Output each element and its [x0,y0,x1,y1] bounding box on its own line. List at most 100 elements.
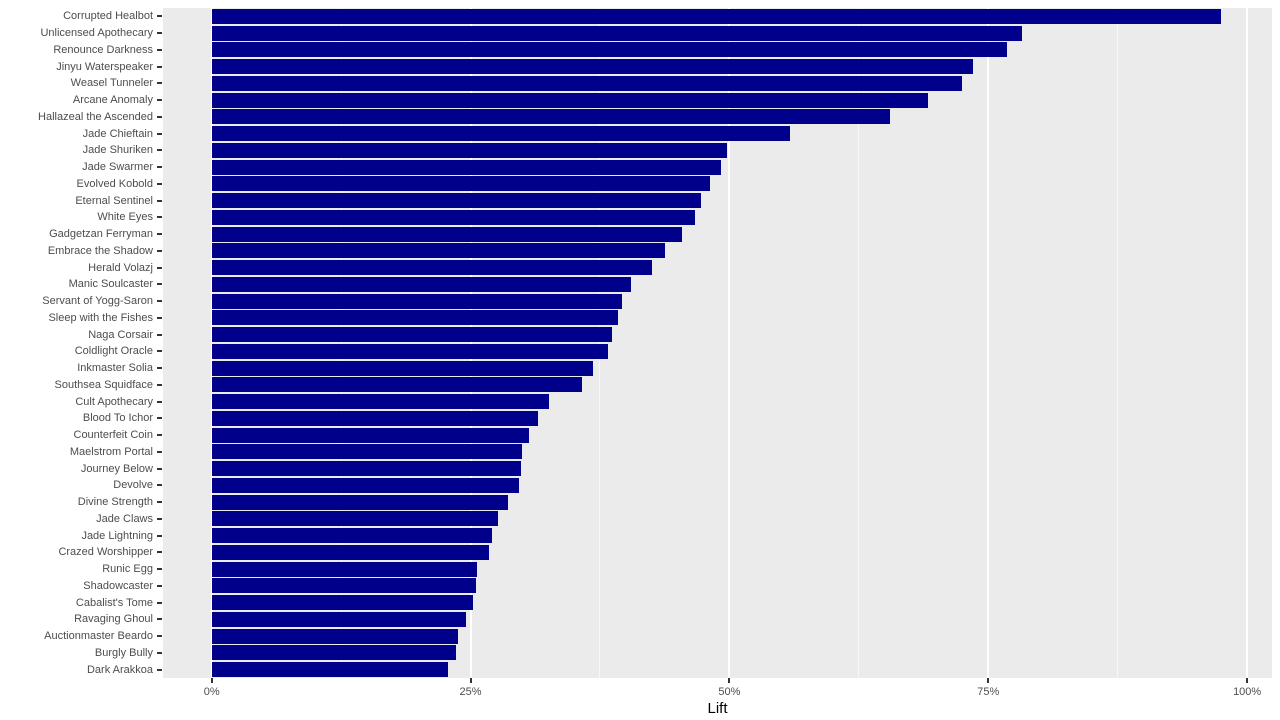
bar [211,310,618,326]
y-axis-label: Shadowcaster [83,579,153,592]
bar [211,276,632,292]
x-tick-mark [469,678,472,683]
y-tick-mark [157,182,162,185]
y-axis-label: Auctionmaster Beardo [44,630,153,643]
y-axis-label: Evolved Kobold [76,177,153,190]
bar [211,159,722,175]
y-axis-label: Jinyu Waterspeaker [56,60,153,73]
major-gridline [728,8,731,678]
y-axis-label: Embrace the Shadow [47,244,153,257]
y-tick-mark [157,467,162,470]
x-tick-label: 0% [203,686,220,698]
y-tick-mark [157,199,162,202]
y-axis-label: Arcane Anomaly [72,94,153,107]
y-tick-mark [157,283,162,286]
bar [211,645,457,661]
y-axis-label: Jade Lightning [81,529,153,542]
bar [211,142,728,158]
y-tick-mark [157,383,162,386]
bar [211,59,973,75]
bar [211,260,652,276]
bar [211,42,1007,58]
y-axis-label: Southsea Squidface [54,378,153,391]
major-gridline [469,8,472,678]
y-tick-mark [157,434,162,437]
bar [211,109,890,125]
y-axis-label: Devolve [113,479,153,492]
y-tick-mark [157,584,162,587]
bar [211,544,490,560]
y-tick-mark [157,534,162,537]
y-tick-mark [157,333,162,336]
y-axis-label: Crazed Worshipper [58,546,153,559]
y-axis-label: White Eyes [97,211,153,224]
y-axis-label: Jade Chieftain [82,127,153,140]
plot-panel [163,8,1272,678]
bar [211,578,476,594]
y-tick-mark [157,668,162,671]
bar [211,561,477,577]
bar [211,126,791,142]
y-axis-label: Runic Egg [102,563,153,576]
x-axis-title: Lift [707,700,728,717]
x-tick-label: 75% [977,686,1000,698]
bar [211,377,583,393]
bar [211,193,702,209]
y-axis-label: Dark Arakkoa [86,663,153,676]
y-tick-mark [157,635,162,638]
y-axis-label: Coldlight Oracle [74,345,153,358]
y-tick-mark [157,166,162,169]
y-tick-mark [157,32,162,35]
y-tick-mark [157,82,162,85]
y-tick-mark [157,618,162,621]
bar [211,8,1222,24]
y-tick-mark [157,551,162,554]
bar [211,243,666,259]
y-tick-mark [157,249,162,252]
y-axis-label: Renounce Darkness [53,43,153,56]
y-axis-label: Hallazeal the Ascended [38,110,153,123]
y-tick-mark [157,568,162,571]
bar [211,528,493,544]
y-axis-label: Journey Below [80,462,153,475]
bar [211,176,710,192]
bar [211,427,529,443]
y-tick-mark [157,400,162,403]
y-tick-mark [157,501,162,504]
y-axis-label: Herald Volazj [88,261,153,274]
bar [211,595,473,611]
y-axis-label: Weasel Tunneler [70,77,153,90]
y-tick-mark [157,367,162,370]
y-axis-label: Servant of Yogg-Saron [42,295,153,308]
y-axis-label: Burgly Bully [94,646,153,659]
bar [211,360,593,376]
y-axis-label: Counterfeit Coin [73,429,154,442]
bar [211,92,929,108]
bar [211,226,682,242]
y-tick-mark [157,484,162,487]
y-axis-label: Maelstrom Portal [69,445,153,458]
y-axis-label: Unlicensed Apothecary [40,27,153,40]
bar [211,494,508,510]
bar [211,410,538,426]
y-tick-mark [157,417,162,420]
bar [211,327,613,343]
y-tick-mark [157,233,162,236]
y-tick-mark [157,99,162,102]
x-tick-mark [987,678,990,683]
bar [211,394,550,410]
major-gridline [1246,8,1249,678]
y-axis-label: Cabalist's Tome [75,596,153,609]
major-gridline [987,8,990,678]
y-axis-label: Jade Swarmer [82,161,153,174]
y-axis-label: Ravaging Ghoul [74,613,153,626]
y-tick-mark [157,651,162,654]
y-tick-mark [157,216,162,219]
bar [211,343,609,359]
y-tick-mark [157,350,162,353]
x-tick-mark [1246,678,1249,683]
y-tick-mark [157,149,162,152]
y-tick-mark [157,15,162,18]
y-tick-mark [157,601,162,604]
